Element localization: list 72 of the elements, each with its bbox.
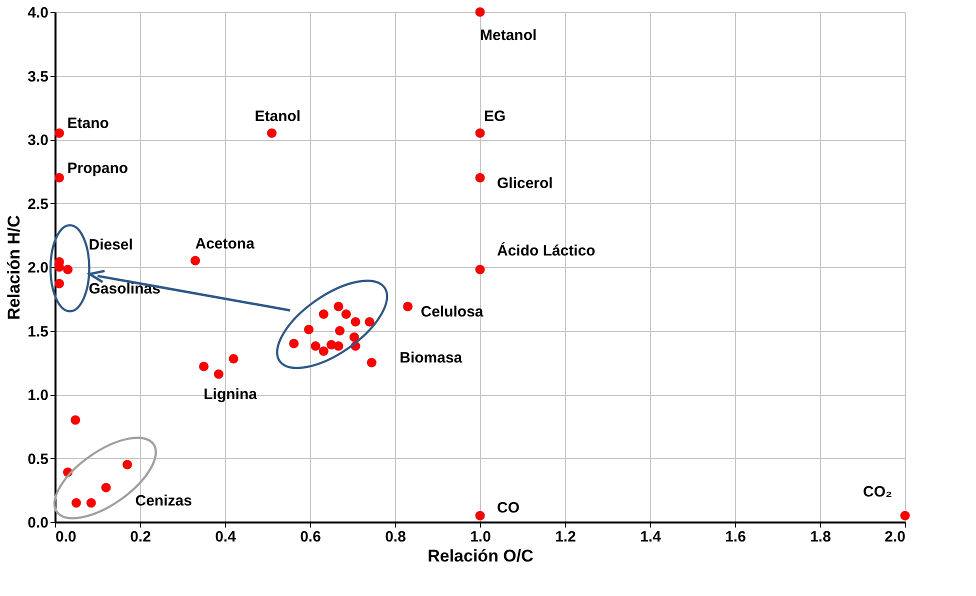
y-tick-label: 2.0 <box>28 260 48 276</box>
annotation: Glicerol <box>497 174 553 192</box>
annotation: Gasolinas <box>88 280 160 298</box>
point <box>349 332 359 342</box>
point <box>54 128 64 138</box>
y-axis-title: Relación H/C <box>4 215 24 320</box>
x-tick-label: 0.8 <box>385 528 406 546</box>
annotation: Lignina <box>204 386 258 404</box>
annotation: Acetona <box>195 236 256 253</box>
point <box>289 338 299 348</box>
annotation: Biomasa <box>400 350 463 367</box>
annotation: EG <box>484 108 506 126</box>
point <box>190 256 200 266</box>
x-axis-title: Relación O/C <box>428 546 534 566</box>
point <box>310 341 320 351</box>
point <box>318 309 328 319</box>
point <box>101 482 111 492</box>
point <box>364 317 374 327</box>
y-tick-label: 3.0 <box>28 132 48 149</box>
point <box>366 358 376 368</box>
point <box>475 264 485 274</box>
annotation: Celulosa <box>420 304 484 321</box>
point <box>70 415 80 425</box>
x-tick-label: 0.4 <box>215 528 237 546</box>
annotation: CO₂ <box>863 484 892 501</box>
point <box>475 173 485 182</box>
y-tick-label: 0.0 <box>28 514 48 532</box>
x-tick-label: 1.8 <box>810 528 831 546</box>
x-tick-label: 1.6 <box>725 528 746 546</box>
point <box>54 173 64 182</box>
y-tick-label: 1.5 <box>28 323 48 340</box>
point <box>54 278 64 288</box>
point <box>318 346 328 356</box>
point <box>350 317 360 327</box>
x-tick-label: 1.4 <box>640 528 662 546</box>
y-tick-label: 1.0 <box>28 387 48 404</box>
y-tick-label: 4.0 <box>28 4 48 22</box>
x-tick-label: 0.6 <box>300 528 321 546</box>
point <box>900 510 910 520</box>
point <box>228 354 238 364</box>
annotation: Propano <box>67 160 128 177</box>
y-tick-label: 2.5 <box>28 196 48 213</box>
point <box>63 264 72 274</box>
x-tick-label: 0.2 <box>130 528 151 546</box>
annotation: Metanol <box>480 27 537 44</box>
y-tick-label: 3.5 <box>28 68 48 86</box>
point <box>475 510 485 520</box>
x-tick-label: 0.0 <box>56 528 76 546</box>
x-tick-label: 2.0 <box>884 528 906 546</box>
point <box>122 460 132 470</box>
x-tick-label: 1.0 <box>470 528 491 546</box>
annotation: Etanol <box>254 108 301 126</box>
point <box>341 309 351 319</box>
annotation: Cenizas <box>135 492 192 510</box>
point <box>72 498 81 508</box>
y-tick-label: 0.5 <box>28 450 48 468</box>
point <box>475 7 485 17</box>
point <box>334 341 344 351</box>
point <box>334 302 344 312</box>
point <box>403 302 412 312</box>
annotation: Diesel <box>88 236 133 254</box>
annotation: Ácido Láctico <box>497 242 596 260</box>
point <box>304 324 314 334</box>
point <box>475 128 485 138</box>
x-tick-label: 1.2 <box>555 528 576 546</box>
point <box>199 362 208 372</box>
point <box>267 128 276 138</box>
point <box>335 326 344 336</box>
point <box>214 369 224 379</box>
annotation: CO <box>497 500 520 517</box>
annotation: Etano <box>67 115 109 132</box>
point <box>86 498 96 508</box>
